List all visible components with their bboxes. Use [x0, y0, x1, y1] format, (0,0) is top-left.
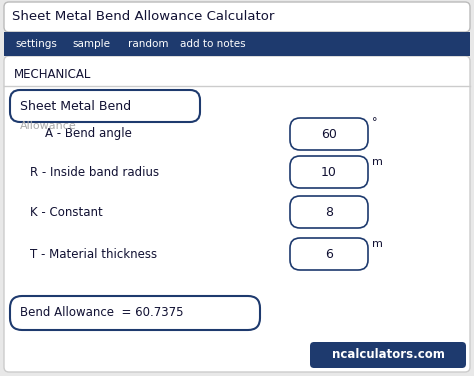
Text: sample: sample [72, 39, 110, 49]
FancyBboxPatch shape [4, 56, 470, 372]
Text: MECHANICAL: MECHANICAL [14, 68, 91, 80]
Text: A - Bend angle: A - Bend angle [45, 127, 132, 141]
Text: Sheet Metal Bend: Sheet Metal Bend [20, 100, 131, 112]
Text: Allowance: Allowance [20, 121, 77, 131]
Text: m: m [372, 157, 383, 167]
Bar [4, 32, 470, 56]
Text: ncalculators.com: ncalculators.com [331, 349, 445, 361]
Text: T - Material thickness: T - Material thickness [30, 247, 157, 261]
FancyBboxPatch shape [290, 238, 368, 270]
FancyBboxPatch shape [290, 196, 368, 228]
Text: settings: settings [15, 39, 57, 49]
Text: add to notes: add to notes [180, 39, 246, 49]
FancyBboxPatch shape [10, 296, 260, 330]
Text: random: random [128, 39, 168, 49]
FancyBboxPatch shape [290, 156, 368, 188]
FancyBboxPatch shape [4, 2, 470, 32]
Text: 60: 60 [321, 127, 337, 141]
Text: 8: 8 [325, 206, 333, 218]
FancyBboxPatch shape [310, 342, 466, 368]
Text: 10: 10 [321, 165, 337, 179]
Text: R - Inside band radius: R - Inside band radius [30, 165, 159, 179]
Text: Sheet Metal Bend Allowance Calculator: Sheet Metal Bend Allowance Calculator [12, 11, 274, 23]
Text: 6: 6 [325, 247, 333, 261]
Text: Bend Allowance  = 60.7375: Bend Allowance = 60.7375 [20, 306, 183, 320]
Text: °: ° [372, 117, 377, 127]
FancyBboxPatch shape [290, 118, 368, 150]
FancyBboxPatch shape [10, 90, 200, 122]
Text: m: m [372, 239, 383, 249]
Text: K - Constant: K - Constant [30, 206, 103, 218]
